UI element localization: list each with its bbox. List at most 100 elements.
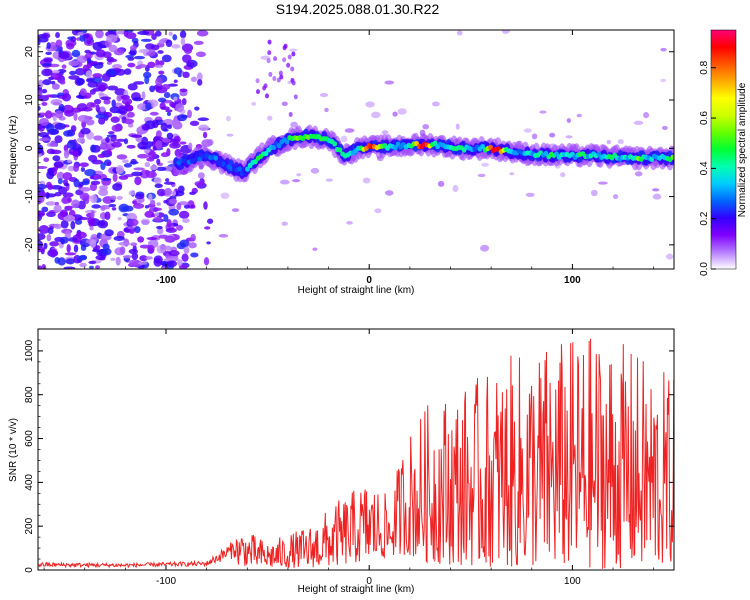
heatmap-noise-blob — [89, 265, 94, 269]
heatmap-noise-blob — [169, 142, 181, 149]
heatmap-noise-blob — [154, 183, 163, 189]
heatmap-noise-blob — [281, 101, 288, 106]
heatmap-noise-blob — [64, 110, 75, 117]
heatmap-noise-blob — [77, 114, 90, 123]
heatmap-noise-blob — [633, 120, 644, 125]
heatmap-noise-blob — [67, 36, 74, 40]
heatmap-noise-blob — [173, 96, 178, 101]
heatmap-noise-blob — [90, 210, 95, 219]
heatmap-noise-blob — [46, 123, 55, 133]
heatmap-noise-blob — [134, 176, 142, 186]
heatmap-noise-blob — [123, 138, 129, 145]
heatmap-noise-blob — [137, 141, 148, 150]
heatmap-noise-blob — [660, 47, 667, 52]
heatmap-noise-blob — [111, 141, 123, 148]
heatmap-noise-blob — [130, 242, 138, 247]
heatmap-noise-blob — [525, 192, 535, 197]
heatmap-noise-blob — [76, 55, 88, 64]
heatmap-noise-blob — [268, 71, 273, 77]
heatmap-noise-blob — [90, 144, 96, 153]
heatmap-noise-blob — [131, 252, 139, 260]
heatmap-noise-blob — [312, 247, 318, 251]
heatmap-noise-blob — [176, 242, 187, 250]
snr-series-line — [38, 338, 674, 569]
heatmap-noise-blob — [54, 122, 66, 130]
heatmap-noise-blob — [166, 111, 172, 117]
heatmap-noise-blob — [42, 79, 52, 86]
heatmap-noise-blob — [123, 68, 132, 75]
heatmap-noise-blob — [79, 187, 91, 192]
heatmap-noise-blob — [38, 153, 42, 158]
heatmap-noise-blob — [108, 44, 118, 53]
colorbar-ticks: 0.0 0.2 0.4 0.6 0.8 — [699, 29, 737, 276]
heatmap-noise-blob — [123, 163, 133, 168]
heatmap-noise-blob — [66, 42, 75, 50]
heatmap-noise-blob — [160, 122, 168, 132]
spectrogram-frame — [37, 29, 675, 270]
heatmap-noise-blob — [178, 210, 190, 219]
heatmap-noise-blob — [75, 231, 87, 239]
heatmap-noise-blob — [52, 155, 61, 162]
heatmap-noise-blob — [287, 54, 292, 60]
snr-y-axis-label: SNR (10 * v/v) — [8, 418, 19, 482]
heatmap-noise-blob — [190, 76, 198, 83]
heatmap-noise-blob — [38, 124, 43, 130]
heatmap-noise-blob — [153, 258, 162, 267]
heatmap-noise-blob — [197, 172, 205, 179]
heatmap-noise-blob — [38, 183, 48, 190]
heatmap-noise-blob — [64, 252, 77, 256]
heatmap-noise-blob — [173, 79, 178, 84]
heatmap-noise-blob — [43, 157, 50, 163]
snr-y-tick-label: 1000 — [24, 339, 35, 362]
colorbar-tick-label: 0.6 — [699, 111, 710, 125]
heatmap-noise-blob — [456, 30, 463, 36]
heatmap-noise-blob — [64, 230, 71, 240]
heatmap-noise-blob — [127, 83, 138, 91]
heatmap-noise-blob — [107, 161, 112, 166]
spectrogram-y-tick-label: 10 — [24, 94, 35, 106]
heatmap-noise-blob — [129, 161, 139, 165]
heatmap-noise-blob — [346, 220, 353, 225]
heatmap-noise-blob — [137, 30, 150, 36]
heatmap-noise-blob — [202, 131, 208, 139]
heatmap-noise-blob — [71, 49, 81, 58]
heatmap-noise-blob — [134, 226, 141, 234]
heatmap-noise-blob — [112, 173, 118, 182]
heatmap-noise-blob — [145, 256, 153, 260]
heatmap-noise-blob — [184, 48, 193, 55]
heatmap-noise-blob — [220, 192, 230, 199]
heatmap-noise-blob — [97, 153, 106, 159]
heatmap-noise-blob — [100, 146, 111, 150]
heatmap-noise-blob — [634, 171, 643, 177]
heatmap-noise-blob — [116, 195, 123, 200]
heatmap-noise-blob — [84, 169, 96, 177]
heatmap-noise-blob — [296, 173, 302, 177]
heatmap-noise-blob — [127, 226, 135, 230]
heatmap-noise-blob — [196, 72, 203, 81]
heatmap-noise-blob — [80, 167, 86, 173]
heatmap-noise-blob — [89, 239, 97, 248]
heatmap-noise-blob — [149, 165, 159, 171]
heatmap-noise-blob — [79, 162, 89, 168]
heatmap-noise-blob — [652, 188, 660, 192]
heatmap-noise-blob — [136, 103, 148, 110]
heatmap-noise-blob — [65, 216, 73, 222]
heatmap-noise-blob — [187, 109, 192, 119]
heatmap-noise-blob — [71, 107, 82, 113]
heatmap-noise-blob — [50, 149, 62, 155]
heatmap-noise-blob — [121, 98, 133, 105]
heatmap-noise-blob — [137, 236, 145, 243]
heatmap-noise-blob — [606, 139, 612, 145]
heatmap-noise-blob — [146, 236, 158, 241]
heatmap-noise-blob — [188, 142, 193, 150]
heatmap-noise-blob — [255, 89, 260, 95]
heatmap-noise-blob — [77, 255, 87, 261]
heatmap-noise-blob — [44, 193, 57, 198]
heatmap-noise-blob — [130, 45, 137, 51]
heatmap-noise-blob — [118, 175, 129, 180]
heatmap-noise-blob — [147, 244, 155, 254]
heatmap-noise-blob — [153, 136, 165, 144]
spectrogram-x-tick-label: 0 — [366, 275, 372, 286]
heatmap-noise-blob — [110, 195, 117, 201]
